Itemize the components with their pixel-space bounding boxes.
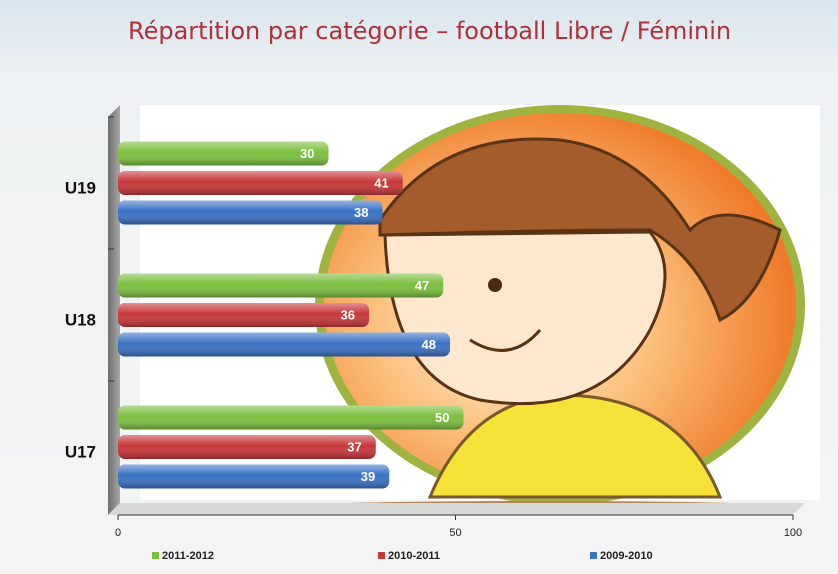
- bar-shade: [118, 171, 403, 195]
- bar-shade: [118, 405, 464, 430]
- illustration: [140, 105, 820, 513]
- y-tick-label: U19: [65, 178, 96, 197]
- value-label: 47: [415, 278, 429, 293]
- value-label: 37: [347, 439, 361, 454]
- legend-label: 2009-2010: [600, 550, 653, 562]
- legend-label: 2010-2011: [388, 550, 440, 562]
- value-label: 38: [354, 205, 368, 220]
- value-label: 36: [341, 307, 355, 322]
- value-label: 48: [422, 337, 436, 352]
- y-tick-label: U18: [65, 310, 96, 329]
- legend-swatch: [590, 552, 597, 559]
- value-label: 50: [435, 410, 449, 425]
- x-tick-label: 100: [784, 527, 802, 539]
- value-label: 30: [300, 146, 314, 161]
- bar-shade: [118, 200, 383, 225]
- value-label: 39: [361, 469, 375, 484]
- bar-shade: [118, 141, 329, 166]
- bar-shade: [118, 435, 376, 459]
- axis-wall: [108, 105, 120, 515]
- value-label: 41: [374, 175, 388, 190]
- y-tick-label: U17: [65, 442, 96, 461]
- bar-shade: [118, 464, 390, 489]
- x-tick-label: 50: [449, 527, 461, 539]
- axis-floor: [108, 503, 805, 515]
- bar-shade: [118, 303, 369, 327]
- bar-shade: [118, 332, 450, 357]
- chart-title: Répartition par catégorie – football Lib…: [128, 17, 731, 45]
- bar-shade: [118, 273, 444, 298]
- legend-swatch: [152, 552, 159, 559]
- legend-swatch: [378, 552, 385, 559]
- x-tick-label: 0: [115, 527, 121, 539]
- legend-label: 2011-2012: [162, 550, 214, 562]
